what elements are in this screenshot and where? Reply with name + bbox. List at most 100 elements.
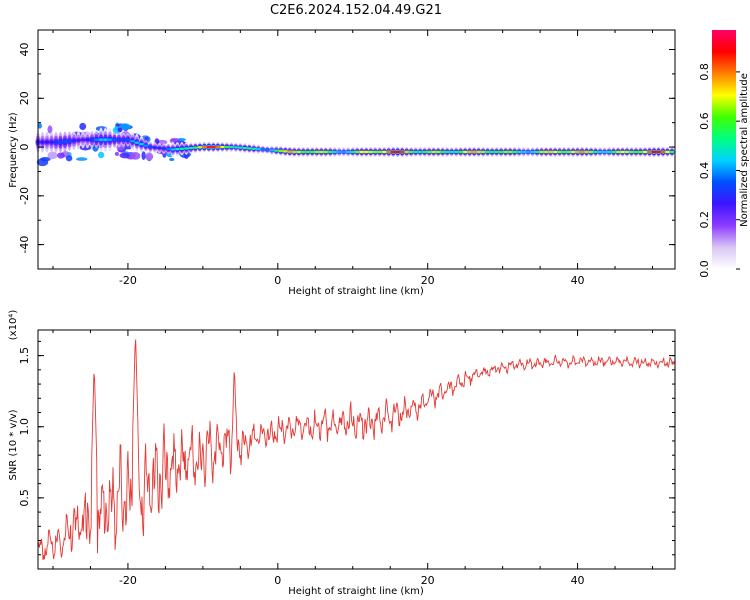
spectrogram-cell (121, 138, 126, 141)
spectrogram-cell (309, 150, 315, 154)
spectrogram-cell (192, 146, 198, 149)
spectrogram-cell (521, 150, 527, 154)
spectrogram-cell (552, 150, 558, 154)
spectrogram-y-tick-label: 0 (18, 144, 31, 151)
spectrogram-cell (282, 150, 288, 153)
spectrogram-cell (381, 150, 387, 154)
spectrogram-cell (503, 150, 509, 154)
figure-title: C2E6.2024.152.04.49.G21 (270, 3, 442, 18)
spectrogram-cell (291, 150, 297, 154)
spectrogram-cell (471, 150, 477, 154)
spectrogram-cell (620, 150, 625, 154)
spectrogram-cell (323, 150, 329, 154)
colorbar-gradient (712, 30, 736, 269)
spectrogram-cell (584, 150, 589, 154)
snr-frame (37, 329, 676, 570)
spectrogram-cell (57, 152, 65, 159)
spectrogram-cell (165, 147, 171, 151)
spectrogram-cell (404, 150, 410, 154)
spectrogram-cell (98, 151, 105, 159)
spectrogram-cell (94, 138, 99, 142)
spectrogram-cell (422, 150, 428, 154)
spectrogram-cell (345, 150, 351, 154)
spectrogram-cell (359, 150, 365, 154)
spectrogram-y-tick-label: 40 (18, 43, 31, 57)
spectrogram-cell (242, 146, 248, 150)
spectrogram-cell (575, 150, 580, 154)
spectrogram-y-ticks: -40 -20 0 20 40 (18, 43, 675, 270)
spectrogram-cell (318, 150, 324, 154)
spectrogram-cell (188, 146, 194, 150)
spectrogram-cell (624, 150, 630, 154)
spectrogram-cell (597, 150, 603, 154)
spectrogram-cell (67, 139, 72, 143)
spectrogram-y-tick-label: -20 (18, 187, 31, 205)
spectrogram-cell (233, 146, 239, 149)
spectrogram-cell (539, 150, 545, 154)
spectrogram-x-tick-label: 40 (571, 274, 585, 287)
spectrogram-cell (152, 146, 158, 149)
spectrogram-cell (548, 150, 553, 154)
spectrogram-cell (633, 150, 639, 154)
spectrogram-cell (278, 149, 284, 153)
spectrogram-cell (58, 140, 63, 144)
spectrogram-cell (141, 151, 146, 160)
spectrogram-cell (53, 140, 59, 144)
spectrogram-cell (543, 150, 549, 154)
spectrogram-cell (179, 147, 185, 150)
spectrogram-cell (327, 150, 333, 154)
spectrogram-cell (130, 140, 135, 143)
spectrogram-cell (444, 150, 450, 154)
snr-x-tick-label: 0 (274, 574, 281, 587)
spectrogram-cell (112, 138, 117, 142)
spectrogram-cell (114, 151, 119, 156)
snr-x-tick-label: 40 (571, 574, 585, 587)
spectrogram-cell (350, 150, 356, 154)
snr-y-tick-label: 0.5 (18, 489, 31, 507)
spectrogram-x-label: Height of straight line (km) (288, 286, 424, 297)
spectrogram-cell (660, 150, 666, 154)
spectrogram-cell (314, 150, 320, 154)
spectrogram-cell (169, 157, 175, 162)
spectrogram-cell (525, 150, 531, 154)
colorbar-ticks: 0.0 0.2 0.4 0.6 0.8 (698, 63, 740, 278)
spectrogram-cell (107, 138, 113, 142)
spectrogram-cell (449, 150, 455, 154)
spectrogram-x-ticks: -20 0 20 40 (52, 30, 654, 287)
snr-y-label: SNR (10 * v/v) (8, 409, 19, 480)
spectrogram-y-tick-label: -40 (18, 236, 31, 254)
spectrogram-cell (71, 139, 77, 143)
spectrogram-cell (570, 150, 576, 154)
spectrogram-cell (228, 145, 234, 149)
spectrogram-cell (183, 147, 189, 150)
spectrogram-cell (453, 150, 459, 154)
snr-y-ticks: 0.5 1.0 1.5 (18, 340, 675, 570)
spectrogram-cell (210, 145, 216, 149)
spectrogram-cell (79, 122, 87, 131)
spectrogram-cell (386, 150, 392, 154)
spectrogram-cell (602, 150, 607, 154)
spectrogram-cell (170, 148, 176, 151)
spectrogram-cell (665, 150, 670, 154)
spectrogram-cell (49, 140, 54, 144)
spectrogram-cell (417, 150, 423, 154)
spectrogram-cell (177, 137, 186, 142)
spectrogram-cell (656, 150, 661, 154)
spectrogram-cell (557, 150, 562, 154)
spectrogram-cell (336, 150, 342, 154)
spectrogram-cell (125, 138, 131, 141)
spectrogram-cell (629, 150, 634, 154)
spectrogram-cell (413, 150, 419, 154)
spectrogram-cell (611, 150, 616, 154)
spectrogram-cell (287, 150, 293, 153)
spectrogram-cell (341, 150, 347, 154)
spectrogram-cell (76, 138, 81, 142)
colorbar-tick-label: 0.8 (698, 63, 711, 81)
spectrogram-cell (65, 155, 73, 162)
spectrogram-cell (593, 150, 598, 154)
spectrogram-cell (44, 140, 50, 144)
spectrogram-cell (300, 150, 306, 154)
snr-x-ticks: -20 0 20 40 (52, 330, 654, 587)
spectrogram-cell (174, 147, 180, 151)
